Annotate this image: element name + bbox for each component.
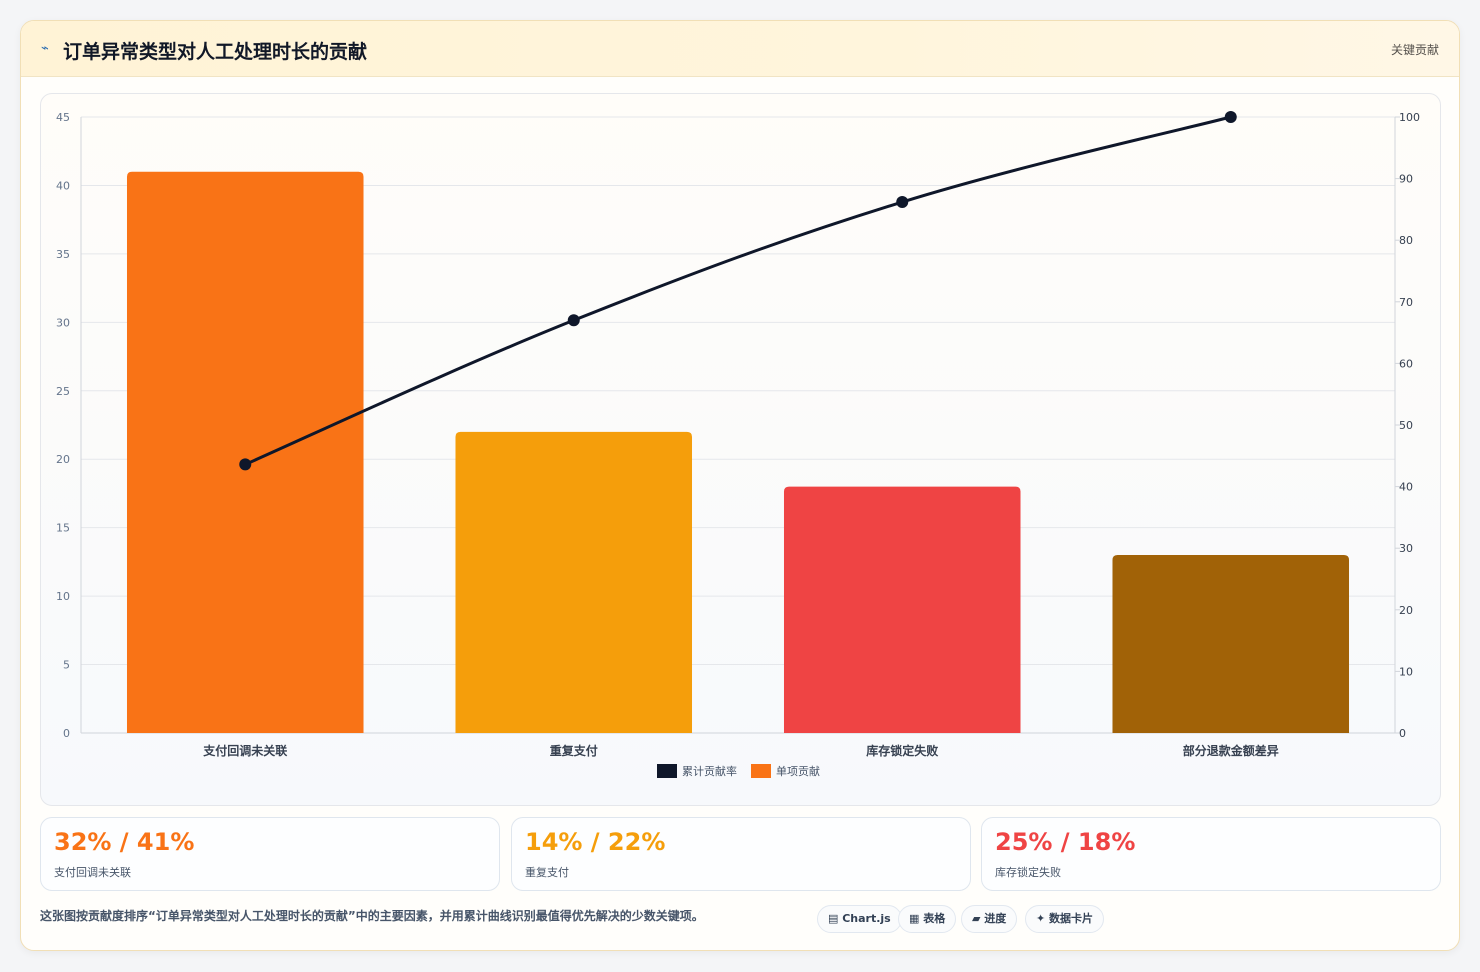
y-left-tick-label: 35 <box>56 248 70 261</box>
card-header: ⌁ 订单异常类型对人工处理时长的贡献 关键贡献 <box>21 21 1459 77</box>
chart-area: 0 5 10 15 20 25 30 35 40 45 0 10 20 30 40 50 60 70 80 90 100… <box>40 93 1441 806</box>
stat-card-2: 14% / 22% 重复支付 <box>511 817 971 891</box>
cumulative-point-2 <box>567 314 580 327</box>
chip-table[interactable]: ▦ 表格 <box>898 905 957 933</box>
legend-label-single: 单项贡献 <box>776 764 820 778</box>
pareto-chart: 0 5 10 15 20 25 30 35 40 45 0 10 20 30 40 50 60 70 80 90 100… <box>56 111 1420 778</box>
stat-value: 32% / 41% <box>54 828 195 856</box>
y-right-tick-label: 20 <box>1399 604 1413 617</box>
y-left-tick-label: 40 <box>56 179 70 192</box>
stat-card-1: 32% / 41% 支付回调未关联 <box>40 817 500 891</box>
cumulative-point-1 <box>239 458 252 471</box>
y-right-tick-label: 90 <box>1399 173 1413 186</box>
lightning-icon: ⌁ <box>41 41 49 56</box>
y-left-tick-label: 20 <box>56 453 70 466</box>
y-left-tick-label: 15 <box>56 522 70 535</box>
x-category-label: 重复支付 <box>550 743 598 758</box>
legend-swatch-single <box>751 764 771 778</box>
cumulative-point-4 <box>1224 111 1237 123</box>
legend-label-cumulative: 累计贡献率 <box>682 764 737 778</box>
bar-1 <box>126 171 364 733</box>
x-category-label: 库存锁定失败 <box>866 743 938 758</box>
stat-value: 14% / 22% <box>525 828 666 856</box>
y-right-tick-label: 80 <box>1399 234 1413 247</box>
stat-label: 支付回调未关联 <box>54 866 131 879</box>
stat-value: 25% / 18% <box>995 828 1136 856</box>
stat-label: 库存锁定失败 <box>995 866 1061 879</box>
bar-4 <box>1112 555 1350 733</box>
y-right-tick-label: 100 <box>1399 111 1420 124</box>
y-right-tick-label: 60 <box>1399 357 1413 370</box>
y-right-tick-label: 30 <box>1399 542 1413 555</box>
y-left-tick-label: 25 <box>56 385 70 398</box>
y-left-tick-label: 0 <box>63 727 70 740</box>
stat-card-3: 25% / 18% 库存锁定失败 <box>981 817 1441 891</box>
y-right-tick-label: 40 <box>1399 481 1413 494</box>
y-left-tick-label: 30 <box>56 316 70 329</box>
y-left-tick-label: 5 <box>63 659 70 672</box>
chart-card: ⌁ 订单异常类型对人工处理时长的贡献 关键贡献 0 5 10 15 20 25 30 35 40… <box>20 20 1460 951</box>
chip-progress[interactable]: ▰ 进度 <box>961 905 1018 933</box>
stat-cards: 32% / 41% 支付回调未关联 14% / 22% 重复支付 25% / 1… <box>40 817 1441 891</box>
chip-data-card[interactable]: ✦ 数据卡片 <box>1025 905 1105 933</box>
cumulative-point-3 <box>896 196 909 209</box>
bar-2 <box>455 431 693 733</box>
y-right-tick-label: 70 <box>1399 296 1413 309</box>
y-left-tick-label: 10 <box>56 590 70 603</box>
x-category-label: 支付回调未关联 <box>202 743 287 758</box>
y-left-tick-label: 45 <box>56 111 70 124</box>
y-right-tick-label: 0 <box>1399 727 1406 740</box>
stat-label: 重复支付 <box>525 866 569 879</box>
x-category-label: 部分退款金额差异 <box>1183 743 1279 758</box>
header-tag: 关键贡献 <box>1390 43 1439 57</box>
cumulative-line <box>244 115 1232 466</box>
chip-chartjs[interactable]: ▤ Chart.js <box>817 905 902 933</box>
bar-3 <box>783 486 1021 733</box>
legend-swatch-cumulative <box>657 764 677 778</box>
y-right-tick-label: 10 <box>1399 665 1413 678</box>
y-right-tick-label: 50 <box>1399 419 1413 432</box>
card-title: 订单异常类型对人工处理时长的贡献 <box>63 41 368 63</box>
footer-note: 这张图按贡献度排序“订单异常类型对人工处理时长的贡献”中的主要因素，并用累计曲线… <box>40 909 704 923</box>
